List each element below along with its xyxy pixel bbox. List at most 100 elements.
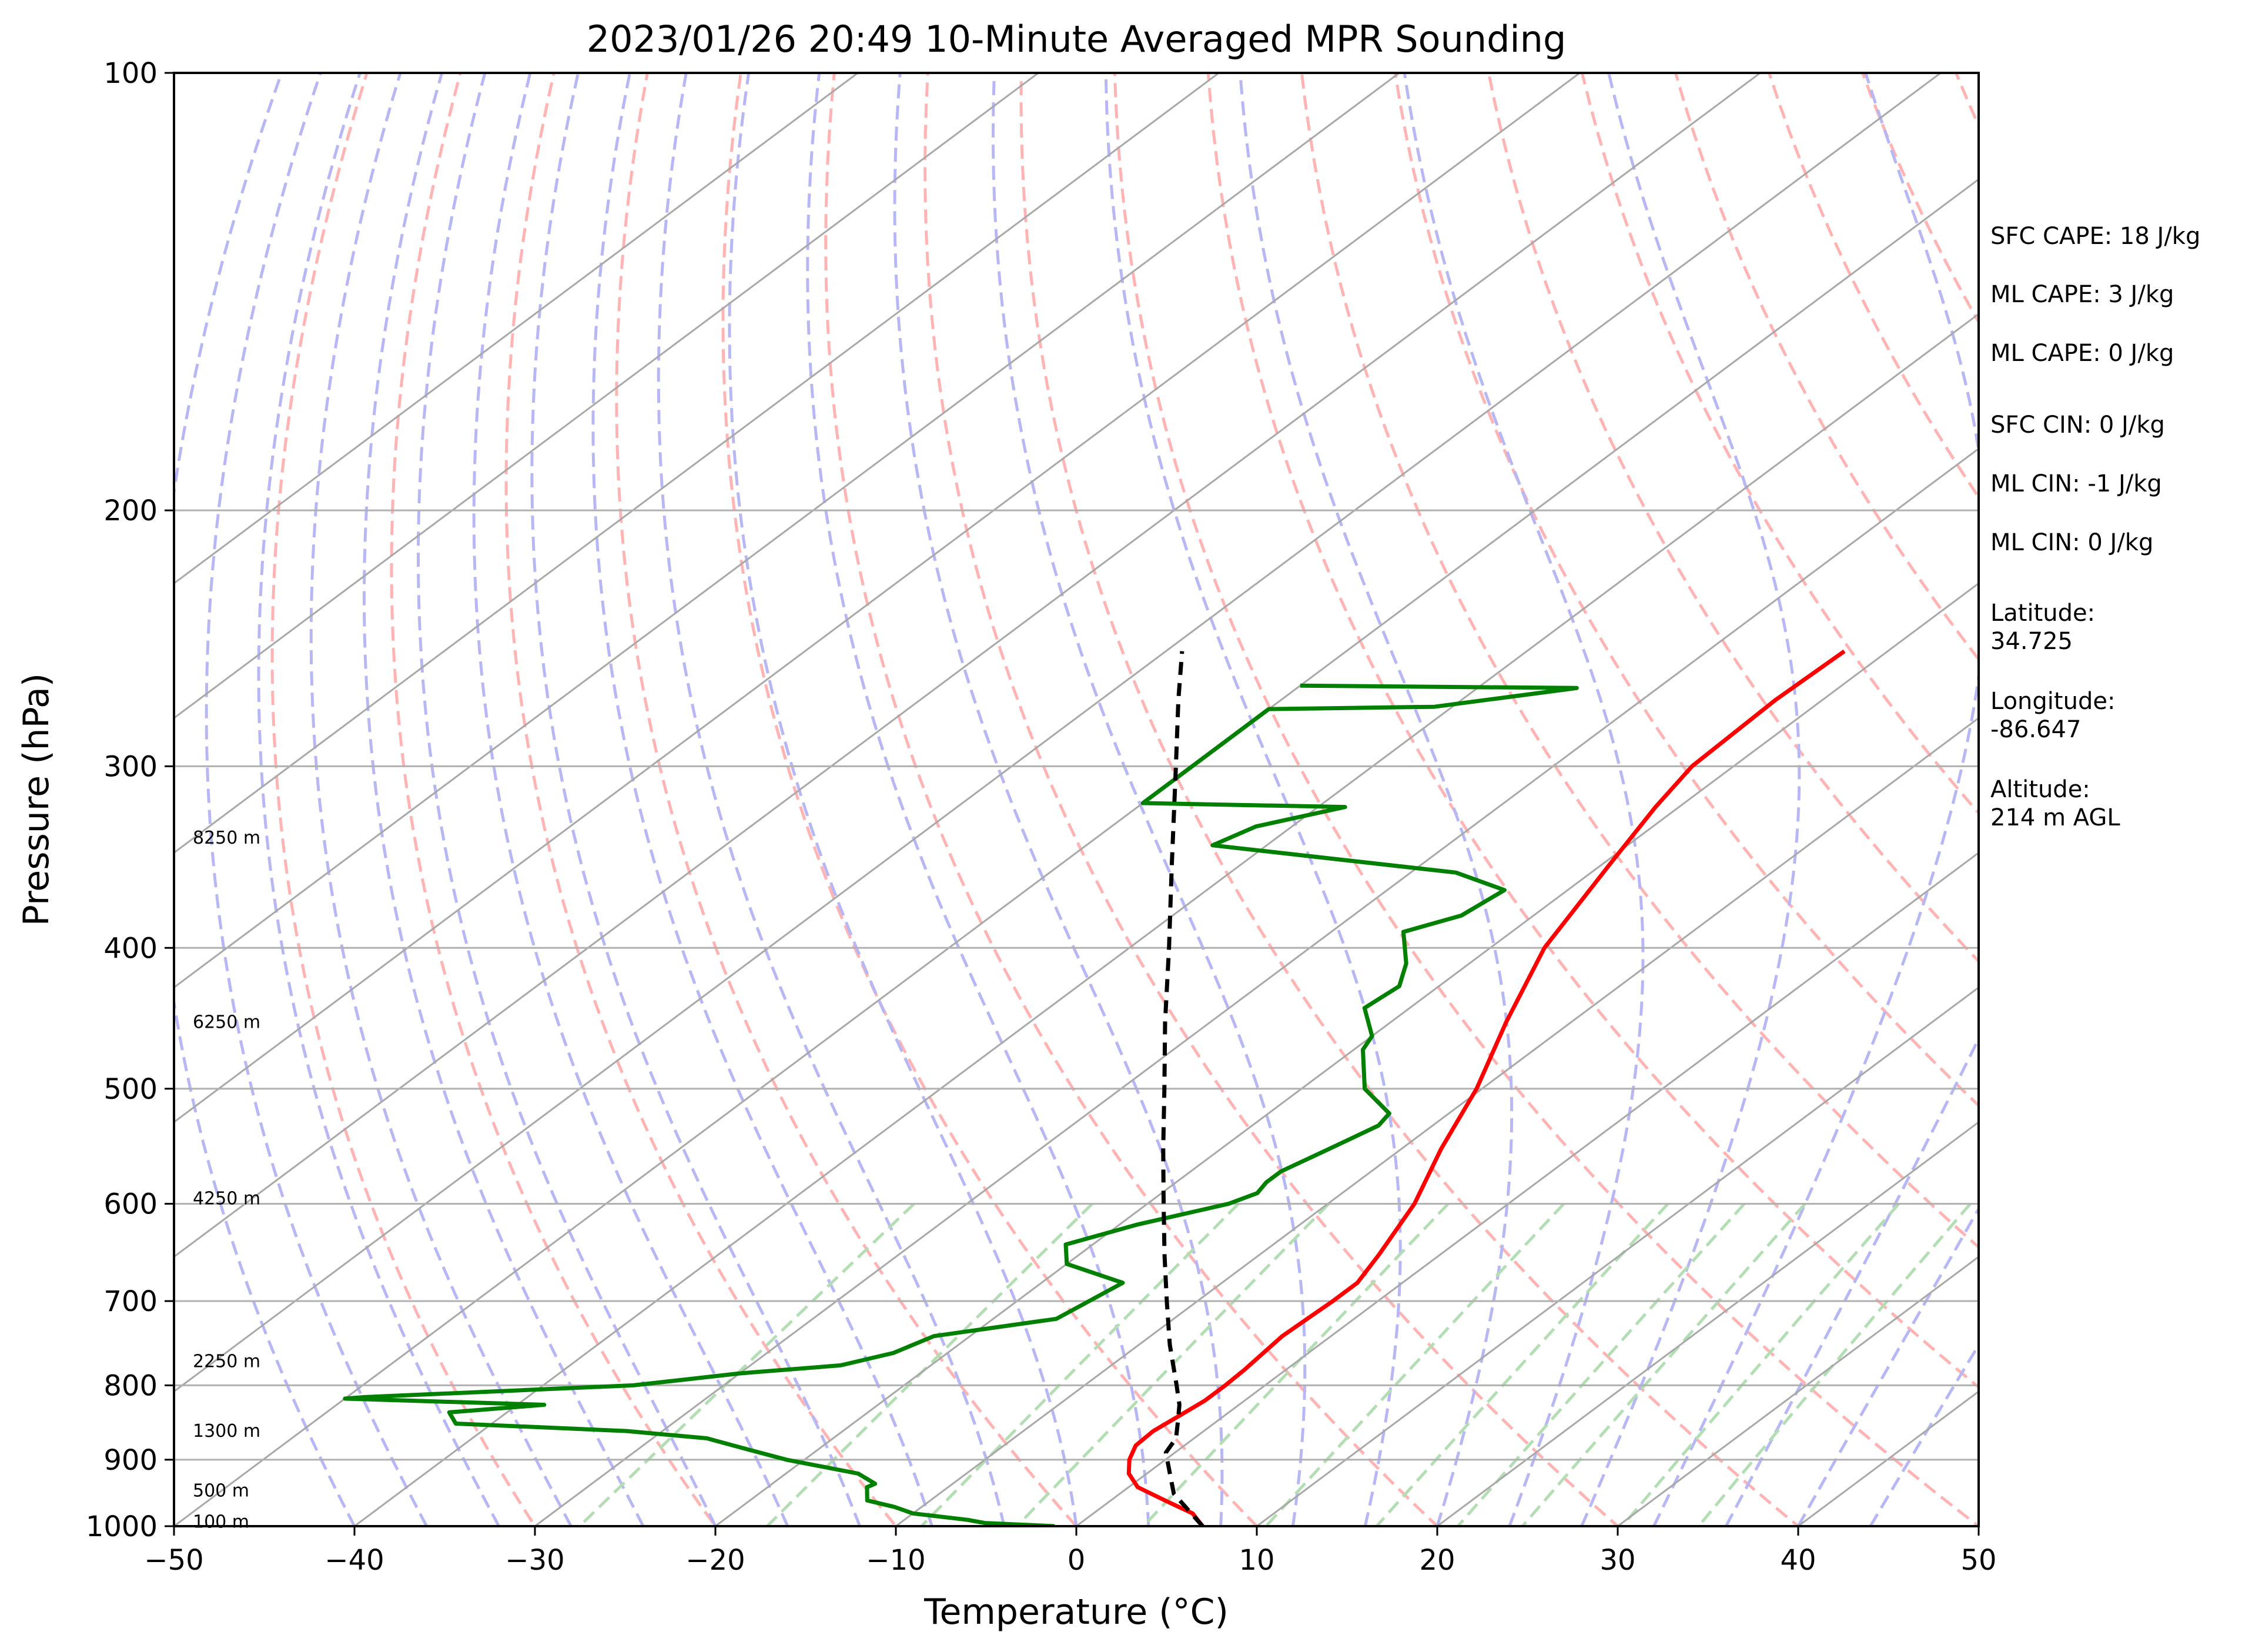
moist-adiabat-line <box>1403 73 1645 1526</box>
height-label: 2250 m <box>193 1351 260 1372</box>
x-tick-label: −30 <box>505 1544 564 1577</box>
mixing-ratio-line <box>920 1202 1240 1526</box>
moist-adiabat-line <box>174 73 356 1526</box>
dry-adiabat-line <box>1393 73 1979 1108</box>
dry-adiabat-line <box>2127 41 2242 1557</box>
x-tick-label: −50 <box>144 1544 203 1577</box>
dry-adiabat-line <box>1206 73 1979 1389</box>
longitude-label: Longitude: <box>1990 688 2115 715</box>
height-labels: 100 m 500 m 1300 m 2250 m 4250 m 6250 m 8250 m <box>193 828 260 1532</box>
isotherm-line <box>354 313 1979 1526</box>
moist-adiabat-line <box>806 73 1150 1526</box>
moist-adiabat-line <box>728 73 1078 1526</box>
isotherm-line <box>174 73 1761 1258</box>
sounding-info-panel: SFC CAPE: 18 J/kg ML CAPE: 3 J/kg ML CAP… <box>1990 223 2200 831</box>
dry-adiabat-line <box>1580 73 1979 815</box>
moist-adiabat-line <box>472 73 789 1526</box>
height-label: 500 m <box>193 1480 249 1501</box>
x-tick-label: 40 <box>1780 1544 1816 1577</box>
x-axis-label: Temperature (°C) <box>923 1591 1229 1633</box>
moist-adiabat-line <box>1724 1035 1979 1526</box>
moist-adiabat-line <box>1580 73 1801 1526</box>
isotherm-line <box>895 717 1979 1526</box>
isotherm-line <box>715 582 1979 1526</box>
ml-cin-text-2: ML CIN: 0 J/kg <box>1990 529 2153 556</box>
y-tick-label: 400 <box>103 932 158 965</box>
parcel-path <box>1161 651 1204 1526</box>
x-tick-label: −20 <box>685 1544 745 1577</box>
isotherm-line <box>174 73 1400 989</box>
sfc-cin-text: SFC CIN: 0 J/kg <box>1990 412 2165 439</box>
isotherm-line <box>1617 1255 1979 1526</box>
y-tick-label: 600 <box>103 1188 158 1221</box>
chart-title: 2023/01/26 20:49 10-Minute Averaged MPR … <box>587 18 1567 61</box>
y-tick-label: 700 <box>103 1285 158 1318</box>
isotherm-line <box>174 73 859 585</box>
dry-adiabat-line <box>721 73 1259 1526</box>
y-tick-label: 900 <box>103 1444 158 1477</box>
background-lines <box>174 41 2242 1557</box>
y-tick-label: 500 <box>103 1073 158 1106</box>
isotherm-line <box>534 447 1979 1526</box>
y-tick-label: 300 <box>103 750 158 783</box>
ml-cape-text: ML CAPE: 3 J/kg <box>1990 281 2174 308</box>
dry-adiabat-line <box>1487 73 1979 964</box>
x-tick-label: 20 <box>1419 1544 1455 1577</box>
x-axis-ticks: −50 −40 −30 −20 −10 0 10 20 30 40 50 <box>144 1526 1997 1577</box>
x-tick-label: −40 <box>324 1544 384 1577</box>
moist-adiabat-line <box>1239 73 1514 1526</box>
moist-adiabat-line <box>363 73 645 1526</box>
height-label: 8250 m <box>193 828 260 848</box>
moist-adiabat-line <box>992 73 1307 1526</box>
sfc-cape-text: SFC CAPE: 18 J/kg <box>1990 223 2200 250</box>
isotherm-line <box>174 73 1039 720</box>
y-tick-label: 100 <box>103 57 158 90</box>
moist-adiabat-line <box>1869 1342 1979 1526</box>
y-tick-label: 200 <box>103 494 158 527</box>
dry-adiabat-line <box>270 73 537 1526</box>
altitude-label: Altitude: <box>1990 776 2090 803</box>
isotherm-line <box>174 73 1581 1123</box>
x-tick-label: 50 <box>1960 1544 1996 1577</box>
mixing-ratio-line <box>1264 1202 1565 1526</box>
dry-adiabat-line <box>615 73 1079 1526</box>
latitude-label: Latitude: <box>1990 600 2095 627</box>
y-axis-ticks: 1000 900 800 700 600 500 400 300 200 100 <box>86 57 174 1543</box>
isotherm-line <box>1076 851 1979 1526</box>
dry-adiabat-line <box>504 73 898 1526</box>
moist-adiabat-line <box>309 73 573 1526</box>
dry-adiabat-line <box>923 73 1620 1526</box>
ml-cin-text: ML CIN: -1 J/kg <box>1990 470 2162 497</box>
mixing-ratio-line <box>1016 1202 1330 1526</box>
x-tick-label: 10 <box>1239 1544 1274 1577</box>
isotherm-line <box>174 73 1942 1393</box>
isotherm-line <box>1437 1121 1979 1526</box>
moist-adiabat-line <box>591 73 933 1526</box>
moist-adiabat-line <box>893 73 1224 1526</box>
ml-cape-text-2: ML CAPE: 0 J/kg <box>1990 340 2174 367</box>
isotherm-line <box>1256 986 1979 1526</box>
dry-adiabat-line <box>1113 73 1979 1526</box>
longitude-value: -86.647 <box>1990 716 2081 743</box>
profile-series <box>343 649 1846 1526</box>
moist-adiabat-line <box>257 73 500 1526</box>
temperature-profile <box>1126 649 1846 1526</box>
dry-adiabat-line <box>1019 73 1801 1526</box>
x-tick-label: −10 <box>866 1544 925 1577</box>
dry-adiabat-line <box>1954 73 1979 129</box>
moist-adiabat-line <box>205 73 429 1526</box>
moist-adiabat-line <box>1652 73 1979 1526</box>
moist-adiabat-line <box>417 73 717 1526</box>
moist-adiabat-line <box>657 73 1006 1526</box>
moist-adiabat-line <box>1796 1206 1979 1526</box>
altitude-value: 214 m AGL <box>1990 804 2120 831</box>
y-tick-label: 1000 <box>86 1510 158 1543</box>
moist-adiabat-line <box>530 73 861 1526</box>
height-label: 6250 m <box>193 1012 260 1033</box>
dry-adiabat-line <box>390 73 718 1526</box>
y-tick-label: 800 <box>103 1369 158 1402</box>
x-tick-label: 0 <box>1068 1544 1086 1577</box>
height-label: 4250 m <box>193 1189 260 1209</box>
dry-adiabat-line <box>824 73 1440 1526</box>
